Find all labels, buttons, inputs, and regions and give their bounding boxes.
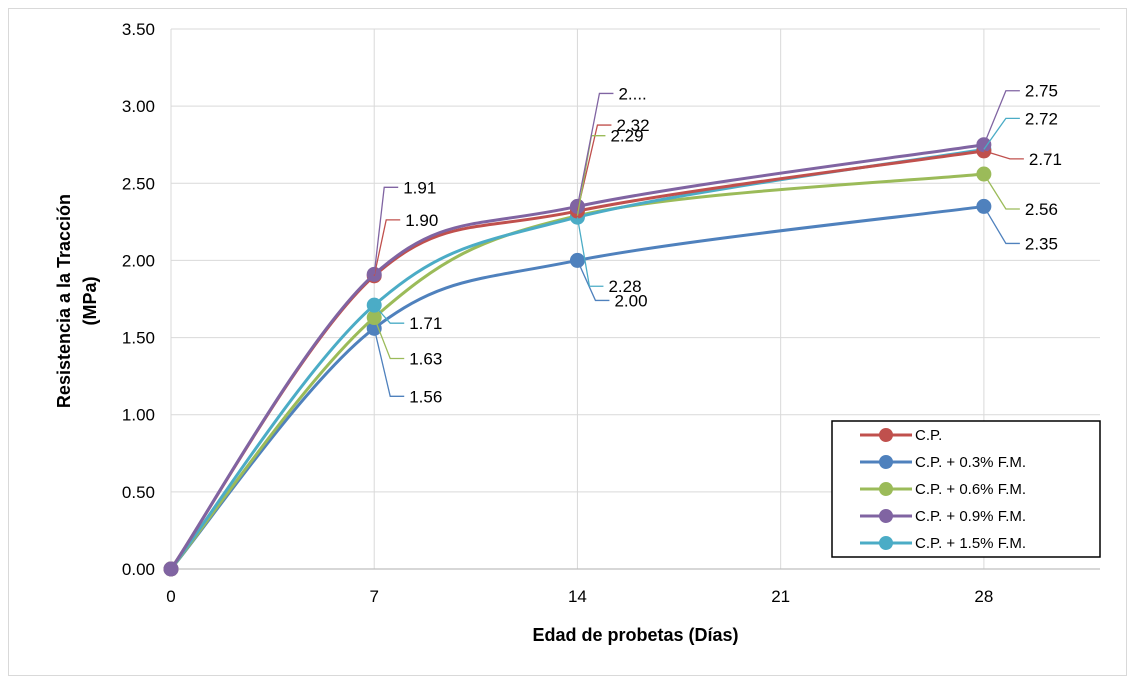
data-label: 2.72 [1025,109,1058,128]
data-labels: 1.90 2.32 2.71 1.56 2.00 2.35 1.63 2.29 2.56 1.91… [403,82,1062,407]
legend-entry-label: C.P. + 0.6% F.M. [915,481,1026,498]
data-label-leader [983,206,1020,245]
data-label: 2.... [618,84,646,103]
data-label: 2.29 [610,127,643,146]
legend-entry-label: C.P. [915,427,942,444]
data-label: 2.75 [1025,82,1058,101]
legend-entry-label: C.P. + 0.3% F.M. [915,454,1026,471]
data-label-leader [983,150,1024,160]
y-tick-label: 2.00 [122,251,155,270]
y-axis-title: Resistencia a la Tracción (MPa) [54,194,100,408]
legend-entry-label: C.P. + 1.5% F.M. [915,535,1026,552]
x-tick-label: 28 [974,587,993,606]
data-label-leader [576,92,614,207]
y-axis-title-line2: (MPa) [80,276,100,325]
data-label-leader [983,117,1020,150]
x-tick-label: 7 [369,587,378,606]
data-label: 1.71 [409,314,442,333]
y-tick-label: 0.00 [122,560,155,579]
data-label-leader [373,328,405,397]
legend-swatch-marker [879,536,893,550]
legend-swatch-marker [879,455,893,469]
data-label-leader [983,90,1020,145]
data-label: 1.56 [409,387,442,406]
y-tick-label: 3.00 [122,97,155,116]
legend: C.P. C.P. + 0.3% F.M. C.P. + 0.6% F.M. C.P.… [831,420,1101,558]
data-label: 1.91 [403,178,436,197]
series-line [169,172,985,570]
data-label-leader [373,219,401,276]
series-line [169,143,985,570]
legend-swatch-marker [879,509,893,523]
data-label: 2.56 [1025,200,1058,219]
legend-swatch-marker [879,482,893,496]
data-point [163,561,179,577]
y-tick-label: 1.00 [122,406,155,425]
y-tick-label: 1.50 [122,329,155,348]
y-tick-label: 3.50 [122,20,155,39]
y-axis-title-line1: Resistencia a la Tracción [54,194,74,408]
data-label-leader [576,124,612,212]
chart-frame [8,8,1127,676]
x-axis-title: Edad de probetas (Días) [532,625,738,645]
data-label-leader [576,260,610,302]
data-label-leader [373,186,399,275]
data-label-leader [983,173,1020,210]
data-label-leader [373,304,405,324]
series-lines [163,137,992,577]
x-tick-label: 21 [771,587,790,606]
data-label: 2.35 [1025,234,1058,253]
y-tick-label: 0.50 [122,483,155,502]
y-tick-label: 2.50 [122,174,155,193]
series-line [169,204,985,570]
data-label: 2.28 [608,277,641,296]
legend-swatch-marker [879,428,893,442]
data-label-leaders [373,90,1024,397]
x-tick-label: 0 [166,587,175,606]
data-label-leader [576,217,604,287]
legend-entry-label: C.P. + 0.9% F.M. [915,508,1026,525]
data-label: 2.71 [1029,150,1062,169]
data-label: 1.63 [409,350,442,369]
axes: 0.00 0.50 1.00 1.50 2.00 2.50 3.00 3.50 0 7 14 21 28 [122,20,1100,606]
x-tick-label: 14 [568,587,587,606]
data-label: 2.32 [616,116,649,135]
data-label: 2.00 [614,291,647,310]
data-label: 1.90 [405,211,438,230]
data-label-leader [373,317,405,360]
